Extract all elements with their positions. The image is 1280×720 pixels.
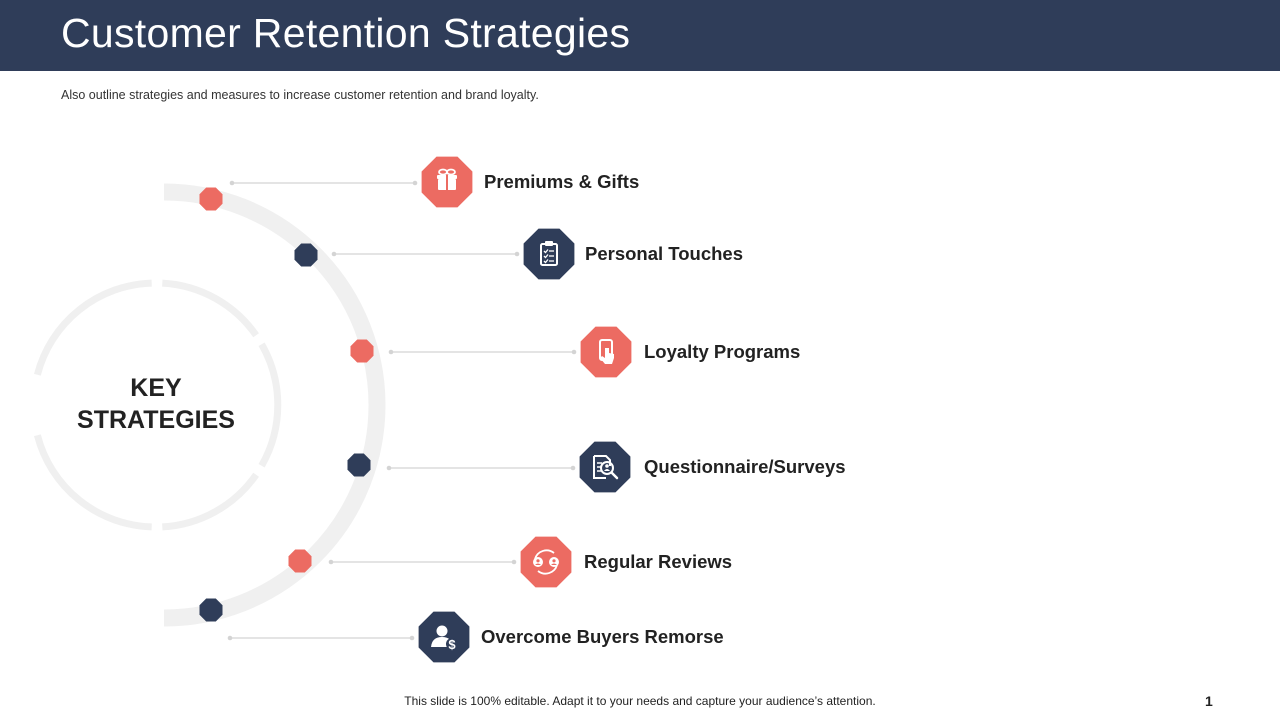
footer-note: This slide is 100% editable. Adapt it to… (404, 694, 876, 708)
center-label-line-2: STRATEGIES (77, 406, 235, 434)
svg-text:$: $ (448, 637, 456, 652)
strategy-label: Premiums & Gifts (484, 171, 640, 192)
inner-ring-segment (162, 472, 259, 531)
connector-end-dot (409, 635, 415, 641)
clipboard-checklist-icon (523, 228, 575, 280)
people-exchange-icon (520, 536, 572, 588)
strategy-items: $ (199, 156, 632, 663)
key-strategies-label: KEY STRATEGIES (56, 372, 256, 436)
strategy-item (350, 326, 632, 378)
icon-badge (520, 536, 572, 588)
inner-ring-segment (258, 342, 282, 468)
strategy-item (199, 156, 473, 211)
strategy-item (347, 441, 631, 493)
arc-marker (294, 243, 318, 267)
strategy-label: Overcome Buyers Remorse (481, 626, 724, 647)
strategy-label: Personal Touches (585, 243, 743, 264)
inner-ring-segment (34, 279, 152, 376)
arc-marker (350, 339, 374, 363)
center-label-line-1: KEY (130, 374, 182, 402)
strategy-label: Regular Reviews (584, 551, 733, 572)
outer-arc (163, 183, 386, 627)
icon-badge (579, 441, 631, 493)
page-title: Customer Retention Strategies (61, 10, 631, 56)
mobile-tap-icon (580, 326, 632, 378)
inner-ring-segment (34, 434, 152, 531)
gift-icon (421, 156, 473, 208)
page-subtitle: Also outline strategies and measures to … (61, 88, 539, 102)
connector-end-dot (412, 180, 418, 186)
connector-end-dot (511, 559, 517, 565)
arc-marker (199, 187, 223, 211)
icon-badge (418, 611, 470, 663)
document-search-icon (579, 441, 631, 493)
page-number: 1 (1205, 693, 1213, 709)
connector-end-dot (514, 251, 520, 257)
strategy-item (288, 536, 572, 588)
strategy-item (294, 228, 575, 280)
header-bar: Customer Retention Strategies (0, 0, 1280, 71)
strategy-label: Questionnaire/Surveys (644, 456, 846, 477)
connector-end-dot (386, 465, 392, 471)
arc-marker (199, 598, 223, 622)
arc-marker (288, 549, 312, 573)
icon-badge (523, 228, 575, 280)
connector-end-dot (331, 251, 337, 257)
connector-end-dot (571, 349, 577, 355)
arc-marker (347, 453, 371, 477)
connector-end-dot (229, 180, 235, 186)
user-dollar-icon: $ (418, 611, 470, 663)
connector-end-dot (227, 635, 233, 641)
strategy-label: Loyalty Programs (644, 341, 801, 362)
inner-ring (34, 279, 282, 531)
connector-end-dot (388, 349, 394, 355)
connector-end-dot (570, 465, 576, 471)
connector-end-dot (328, 559, 334, 565)
strategy-item: $ (199, 598, 470, 663)
inner-ring-segment (162, 279, 259, 338)
